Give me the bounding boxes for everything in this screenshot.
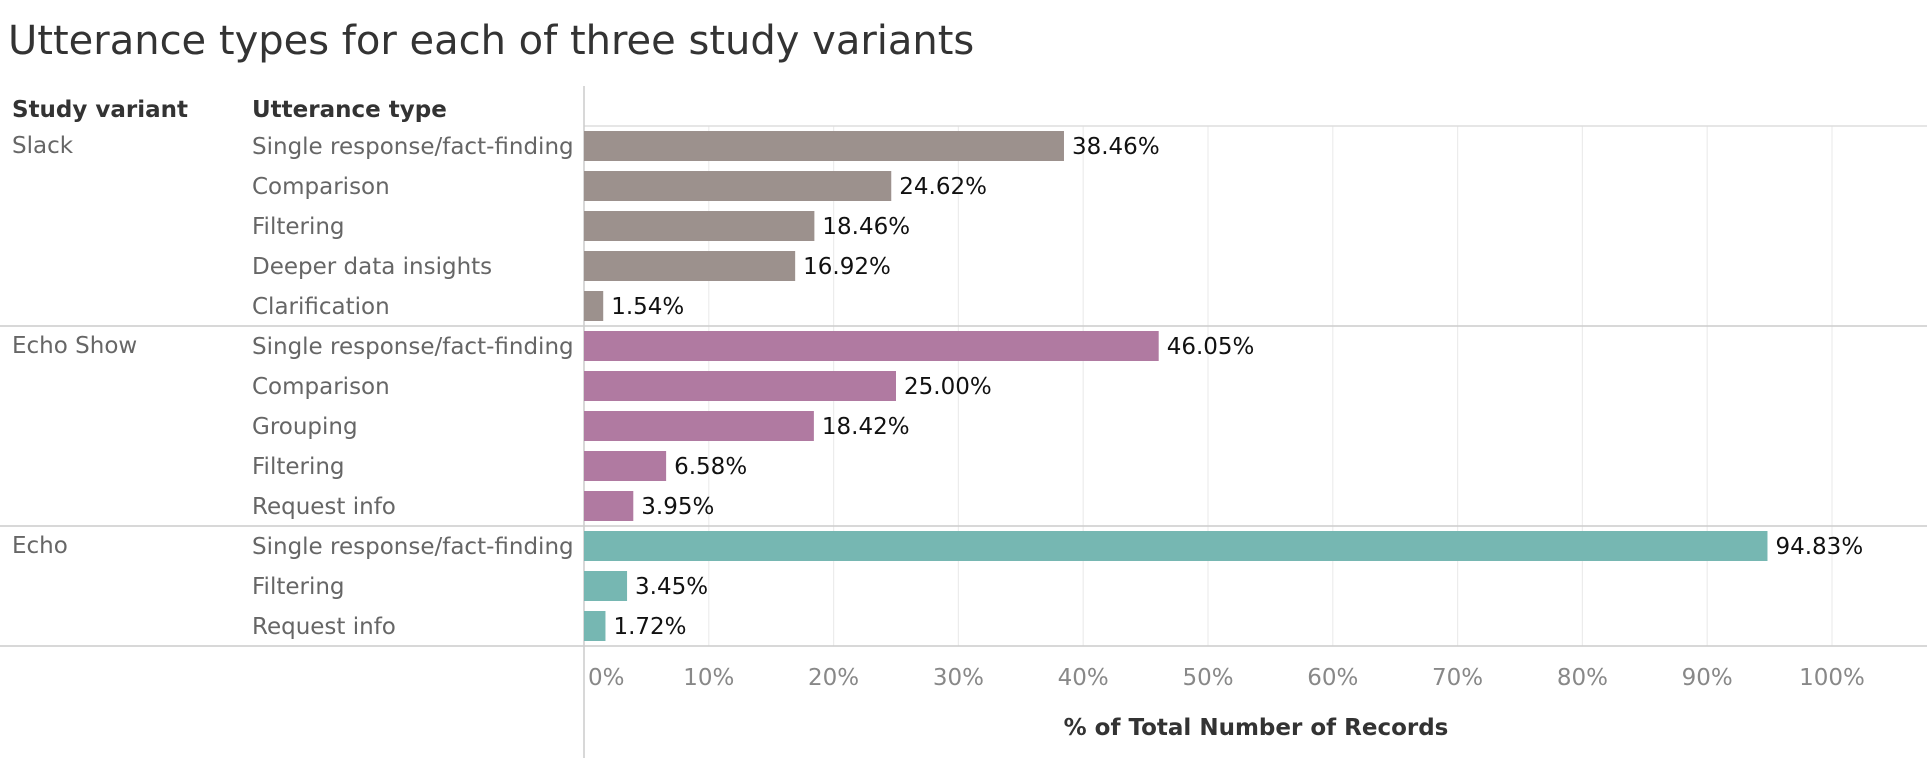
- x-tick-label: 40%: [1058, 665, 1109, 691]
- bar: [584, 451, 667, 481]
- bar: [584, 331, 1159, 361]
- utterance-type-label: Single response/fact-finding: [252, 134, 574, 160]
- x-tick-label: 30%: [933, 665, 984, 691]
- data-label: 1.72%: [613, 614, 686, 640]
- data-label: 1.54%: [611, 294, 684, 320]
- x-tick-label: 20%: [808, 665, 859, 691]
- bar: [584, 251, 796, 281]
- data-label: 16.92%: [803, 254, 891, 280]
- bar: [584, 291, 604, 321]
- data-label: 18.46%: [822, 214, 910, 240]
- utterance-type-label: Deeper data insights: [252, 254, 492, 280]
- data-label: 38.46%: [1072, 134, 1160, 160]
- data-label: 25.00%: [904, 374, 992, 400]
- x-tick-label: 0%: [588, 665, 625, 691]
- bar: [584, 131, 1064, 161]
- study-variant-label: Echo Show: [12, 333, 137, 359]
- utterance-type-label: Comparison: [252, 374, 390, 400]
- x-tick-label: 10%: [683, 665, 734, 691]
- bar: [584, 171, 892, 201]
- bar: [584, 531, 1768, 561]
- data-label: 18.42%: [822, 414, 910, 440]
- chart-title: Utterance types for each of three study …: [8, 18, 974, 64]
- x-tick-label: 70%: [1432, 665, 1483, 691]
- utterance-type-label: Comparison: [252, 174, 390, 200]
- study-variant-label: Slack: [12, 133, 74, 159]
- utterance-type-label: Filtering: [252, 574, 345, 600]
- header-study-variant: Study variant: [12, 97, 188, 123]
- study-variant-label: Echo: [12, 533, 68, 559]
- utterance-type-label: Single response/fact-finding: [252, 334, 574, 360]
- utterance-type-label: Clarification: [252, 294, 390, 320]
- utterance-type-label: Grouping: [252, 414, 358, 440]
- x-tick-label: 50%: [1182, 665, 1233, 691]
- x-tick-label: 60%: [1307, 665, 1358, 691]
- data-label: 94.83%: [1775, 534, 1863, 560]
- data-label: 3.95%: [641, 494, 714, 520]
- utterance-type-label: Request info: [252, 614, 396, 640]
- x-axis-label: % of Total Number of Records: [1064, 715, 1449, 741]
- bar: [584, 371, 896, 401]
- data-label: 6.58%: [674, 454, 747, 480]
- utterance-type-label: Single response/fact-finding: [252, 534, 574, 560]
- data-label: 24.62%: [899, 174, 987, 200]
- rows: Slack Single response/fact-finding 38.46% C…: [12, 131, 1863, 641]
- utterance-type-label: Request info: [252, 494, 396, 520]
- x-tick-label: 90%: [1682, 665, 1733, 691]
- data-label: 46.05%: [1167, 334, 1255, 360]
- bar: [584, 411, 814, 441]
- bar: [584, 491, 634, 521]
- bar: [584, 211, 815, 241]
- header-utterance-type: Utterance type: [252, 97, 447, 123]
- data-label: 3.45%: [635, 574, 708, 600]
- bar: [584, 571, 628, 601]
- x-tick-label: 100%: [1799, 665, 1865, 691]
- bar: [584, 611, 606, 641]
- utterance-type-label: Filtering: [252, 214, 345, 240]
- x-tick-label: 80%: [1557, 665, 1608, 691]
- x-axis: 0% 10% 20% 30% 40% 50% 60% 70% 80% 90% 100%: [588, 665, 1865, 691]
- utterance-type-label: Filtering: [252, 454, 345, 480]
